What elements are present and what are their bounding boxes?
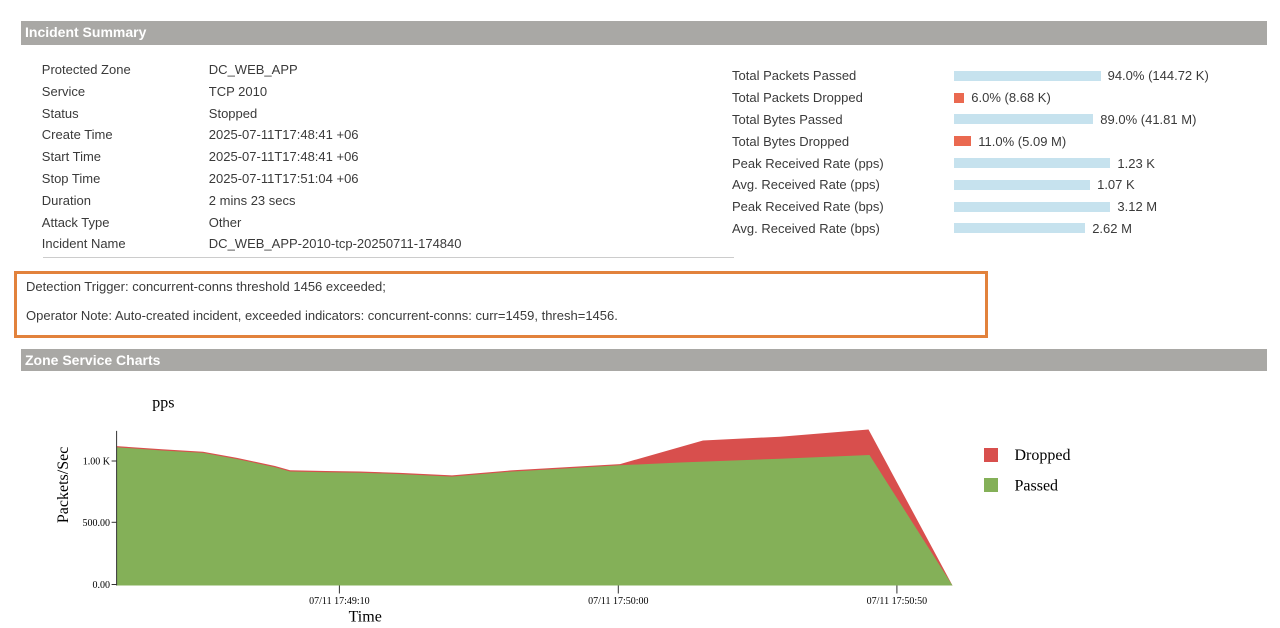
svg-text:07/11 17:50:50: 07/11 17:50:50 [867, 596, 927, 607]
svg-text:0.00: 0.00 [93, 580, 111, 591]
svg-text:Time: Time [349, 608, 382, 625]
svg-text:500.00: 500.00 [83, 518, 111, 529]
svg-text:Passed: Passed [1015, 477, 1059, 494]
svg-text:07/11 17:50:00: 07/11 17:50:00 [588, 596, 648, 607]
svg-text:07/11 17:49:10: 07/11 17:49:10 [309, 596, 369, 607]
svg-text:pps: pps [152, 395, 174, 412]
svg-text:1.00 K: 1.00 K [83, 457, 111, 468]
svg-text:Dropped: Dropped [1015, 447, 1071, 464]
svg-text:Packets/Sec: Packets/Sec [55, 447, 72, 523]
